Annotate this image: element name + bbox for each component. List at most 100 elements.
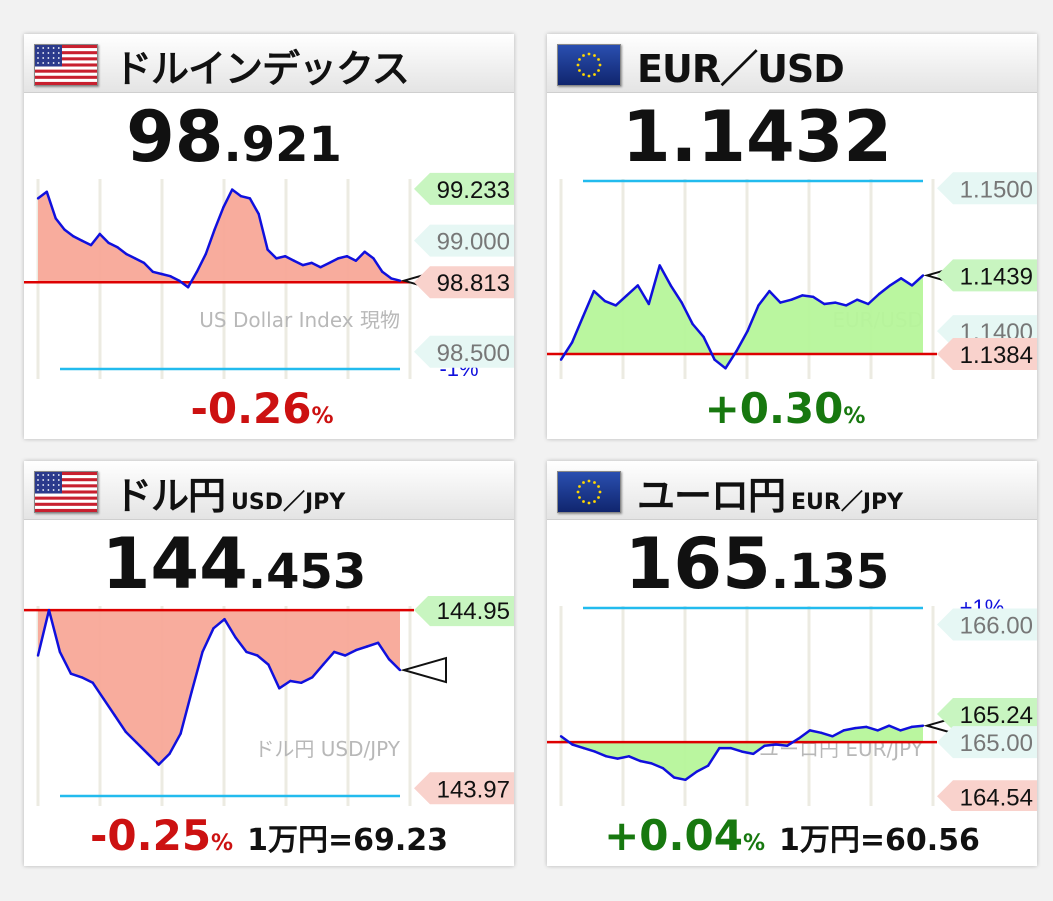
data-point bbox=[36, 197, 40, 200]
data-point bbox=[614, 304, 617, 307]
data-point bbox=[157, 763, 160, 766]
data-point bbox=[820, 731, 823, 734]
svg-text:1.1384: 1.1384 bbox=[960, 342, 1033, 369]
data-point bbox=[381, 270, 384, 273]
data-point bbox=[160, 272, 163, 276]
data-point bbox=[190, 690, 193, 694]
data-point bbox=[278, 687, 281, 690]
data-point bbox=[124, 730, 128, 734]
data-point bbox=[204, 252, 207, 256]
data-point bbox=[301, 263, 305, 267]
data-point bbox=[559, 735, 563, 738]
data-point bbox=[398, 668, 402, 672]
svg-text:98.500: 98.500 bbox=[437, 340, 510, 367]
data-point bbox=[234, 636, 237, 639]
data-point bbox=[195, 270, 199, 273]
price-axis-label: 1.1439 bbox=[937, 259, 1037, 292]
data-point bbox=[222, 206, 225, 209]
data-point bbox=[322, 663, 325, 666]
price-axis-label: 99.000 bbox=[414, 224, 514, 257]
data-point bbox=[910, 725, 913, 729]
panel-header: ドル円 USD／JPY bbox=[24, 461, 514, 520]
data-point bbox=[266, 248, 269, 251]
data-point bbox=[47, 608, 51, 612]
data-point bbox=[125, 252, 128, 256]
svg-text:165.24: 165.24 bbox=[960, 702, 1033, 729]
data-point bbox=[702, 335, 705, 339]
data-point bbox=[603, 299, 607, 303]
data-point bbox=[669, 284, 672, 287]
data-point bbox=[363, 250, 366, 253]
data-point bbox=[256, 654, 259, 657]
price-line bbox=[559, 264, 924, 370]
current-price: 165.135 bbox=[624, 523, 890, 605]
data-point bbox=[853, 726, 857, 730]
data-point bbox=[867, 302, 870, 306]
chart-watermark: ドル円 USD/JPY bbox=[254, 737, 400, 761]
data-point bbox=[571, 743, 574, 746]
data-point bbox=[213, 228, 216, 231]
panel-eur-usd[interactable]: EUR／USD 1.1432 +1%EUR/USD1.15001.14391.1… bbox=[547, 34, 1037, 439]
data-point bbox=[910, 284, 914, 287]
svg-text:143.97: 143.97 bbox=[437, 776, 510, 803]
data-point bbox=[354, 259, 358, 262]
data-point bbox=[672, 776, 676, 779]
data-point bbox=[113, 714, 117, 717]
data-point bbox=[752, 752, 755, 756]
data-point bbox=[168, 752, 171, 755]
data-point bbox=[310, 261, 313, 265]
data-point bbox=[45, 190, 48, 193]
data-point bbox=[746, 329, 749, 333]
data-point bbox=[365, 645, 369, 648]
data-point bbox=[559, 358, 563, 361]
current-price: 144.453 bbox=[101, 523, 367, 605]
panel-title: EUR／USD bbox=[637, 47, 845, 91]
data-point bbox=[58, 650, 62, 654]
data-point bbox=[808, 729, 812, 732]
price-axis-label: 166.00 bbox=[937, 608, 1037, 641]
data-point bbox=[684, 778, 687, 781]
change-percent: -0.26% bbox=[190, 384, 334, 433]
data-point bbox=[186, 286, 190, 289]
price-axis-label: 143.97 bbox=[414, 772, 514, 805]
data-point bbox=[921, 274, 925, 277]
data-point bbox=[581, 315, 585, 319]
data-point bbox=[650, 762, 653, 765]
us-flag-icon bbox=[34, 44, 98, 86]
data-point bbox=[768, 289, 771, 293]
data-point bbox=[845, 304, 848, 307]
data-point bbox=[718, 746, 721, 750]
panel-header: ドルインデックス bbox=[24, 34, 514, 93]
data-point bbox=[658, 264, 661, 267]
panel-header: ユーロ円 EUR／JPY bbox=[547, 461, 1037, 520]
current-price-pointer-icon bbox=[400, 656, 447, 684]
data-point bbox=[376, 641, 380, 644]
data-point bbox=[333, 650, 336, 654]
price-axis-label: 164.54 bbox=[937, 780, 1037, 811]
svg-text:99.233: 99.233 bbox=[437, 177, 510, 204]
data-point bbox=[616, 757, 619, 760]
data-point bbox=[354, 648, 358, 652]
data-point bbox=[834, 301, 837, 304]
data-point bbox=[284, 255, 287, 258]
data-point bbox=[831, 735, 834, 738]
change-percent: +0.30% bbox=[704, 384, 866, 433]
data-point bbox=[812, 295, 815, 299]
data-point bbox=[786, 744, 789, 747]
data-point bbox=[661, 766, 664, 770]
data-point bbox=[797, 737, 800, 740]
data-point bbox=[842, 729, 845, 732]
data-point bbox=[735, 349, 738, 353]
panel-eur-jpy[interactable]: ユーロ円 EUR／JPY 165.135 +1% ユーロ円 EUR/JPY 166.0… bbox=[547, 461, 1037, 866]
price-axis-label: 1.1384 bbox=[937, 338, 1037, 370]
panel-dollar-index[interactable]: ドルインデックス 98.921 -1% US Dollar Index 現物 99.… bbox=[24, 34, 514, 439]
data-point bbox=[151, 270, 154, 273]
price-axis-label: 144.95 bbox=[414, 596, 514, 627]
panel-title: ユーロ円 EUR／JPY bbox=[637, 474, 904, 518]
data-point bbox=[779, 301, 782, 304]
data-point bbox=[169, 275, 172, 278]
data-point bbox=[387, 658, 391, 661]
